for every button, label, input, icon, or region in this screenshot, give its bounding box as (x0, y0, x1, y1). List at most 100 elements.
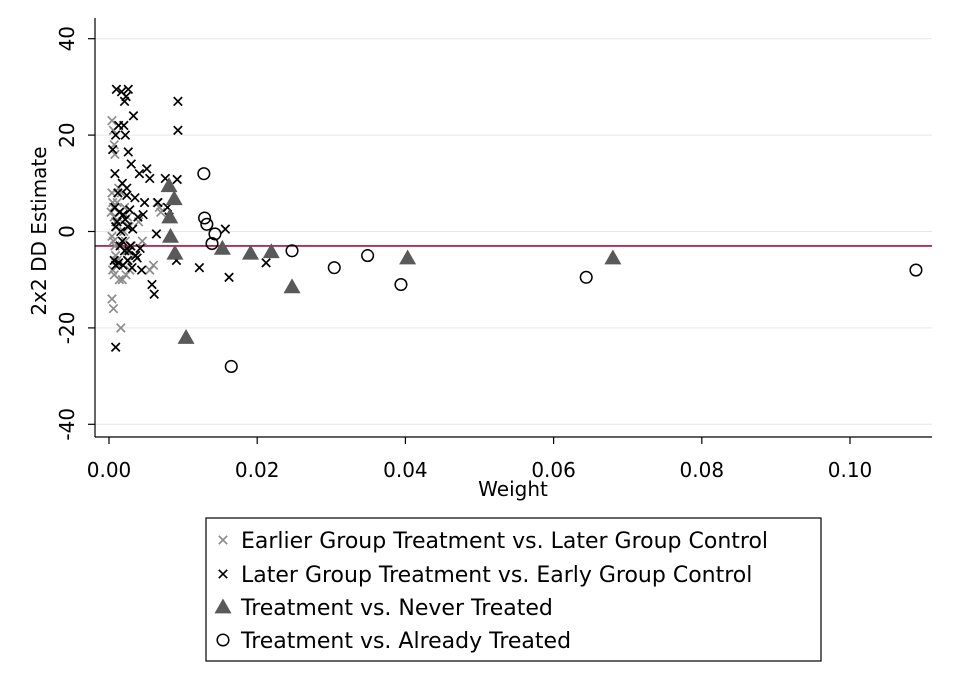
y-tick-label: 20 (55, 122, 79, 147)
data-point-stroke (120, 214, 131, 225)
data-point (148, 260, 159, 271)
series-4 (197, 167, 923, 374)
data-point (141, 164, 152, 174)
data-point (224, 359, 238, 374)
data-point (137, 236, 148, 246)
data-point (156, 207, 166, 218)
data-point-stroke (117, 236, 128, 246)
data-point-stroke (144, 173, 155, 184)
data-point (121, 190, 132, 201)
data-point (128, 111, 139, 121)
data-point (147, 279, 157, 290)
data-point (165, 190, 183, 206)
gridlines (95, 38, 932, 425)
data-point-stroke (135, 243, 145, 254)
data-point-stroke (118, 260, 128, 271)
data-point-stroke (119, 96, 130, 107)
legend: Earlier Group Treatment vs. Later Group … (205, 517, 822, 662)
data-point-stroke (116, 323, 126, 333)
data-point-stroke (121, 183, 132, 193)
data-point (136, 265, 147, 275)
data-point (173, 125, 183, 136)
x-tick-label: 0.06 (531, 458, 576, 482)
x-tick-label: 0.10 (828, 458, 873, 482)
legend-marker (218, 569, 228, 579)
data-point-stroke (109, 255, 119, 266)
data-point-stroke (138, 209, 148, 220)
data-point-stroke (112, 197, 122, 208)
legend-marker-stroke (218, 569, 228, 579)
data-point-stroke (124, 245, 134, 256)
data-point (117, 236, 128, 246)
data-point (194, 262, 205, 273)
data-point (224, 272, 234, 283)
data-point-stroke (118, 209, 128, 220)
data-point-stroke (121, 190, 132, 201)
data-point-stroke (173, 96, 183, 107)
data-point-stroke (141, 164, 152, 174)
data-point (130, 192, 140, 203)
data-point-stroke (132, 253, 142, 263)
data-point-stroke (220, 224, 231, 234)
data-points (106, 84, 923, 374)
data-point-stroke (139, 197, 150, 208)
legend-marker-stroke (218, 535, 228, 545)
legend-label: Later Group Treatment vs. Early Group Co… (241, 563, 752, 588)
legend-marker (216, 633, 230, 647)
data-point (166, 244, 184, 260)
data-point-stroke (110, 130, 121, 140)
data-point-stroke (110, 342, 121, 352)
data-point (153, 197, 163, 208)
data-point (134, 168, 145, 179)
data-point (220, 224, 231, 234)
data-point (261, 258, 271, 268)
data-point (115, 241, 125, 251)
data-point (205, 237, 219, 251)
data-point-stroke (224, 272, 234, 283)
data-point-stroke (133, 217, 144, 227)
y-tick-label: -20 (55, 312, 79, 345)
data-point-stroke (123, 147, 134, 157)
data-point-stroke (133, 212, 143, 222)
data-point (198, 211, 212, 225)
data-point-stroke (126, 159, 137, 169)
data-point-stroke (115, 241, 125, 251)
data-point-stroke (121, 270, 131, 280)
data-point (200, 217, 214, 231)
data-point-stroke (127, 224, 138, 234)
data-point (119, 96, 130, 107)
data-point (151, 229, 162, 239)
data-point (197, 167, 211, 181)
data-point-stroke (116, 86, 127, 97)
series-3 (160, 177, 622, 344)
data-point-stroke (114, 274, 125, 285)
data-point-stroke (151, 229, 162, 239)
data-point (138, 209, 148, 220)
data-point-stroke (110, 221, 121, 232)
data-point (114, 274, 125, 285)
data-point (120, 130, 131, 140)
data-point-stroke (194, 262, 205, 273)
data-point (132, 253, 142, 263)
data-point (149, 289, 160, 299)
data-point (162, 227, 180, 243)
data-point-stroke (123, 84, 134, 95)
data-point (107, 294, 117, 304)
data-point (121, 270, 131, 280)
data-point (127, 262, 137, 273)
data-point-stroke (107, 115, 117, 126)
data-point (123, 147, 134, 157)
data-point-stroke (156, 207, 166, 218)
data-point (111, 84, 122, 95)
data-point (394, 277, 408, 292)
data-point (909, 263, 923, 277)
data-point (122, 221, 133, 232)
series-2 (107, 84, 271, 352)
data-point-stroke (110, 260, 121, 271)
data-point (144, 173, 155, 184)
y-tick-label: -40 (55, 408, 79, 441)
data-point (121, 183, 132, 193)
data-point (110, 149, 120, 160)
data-point-stroke (124, 221, 134, 232)
data-point (118, 260, 128, 271)
